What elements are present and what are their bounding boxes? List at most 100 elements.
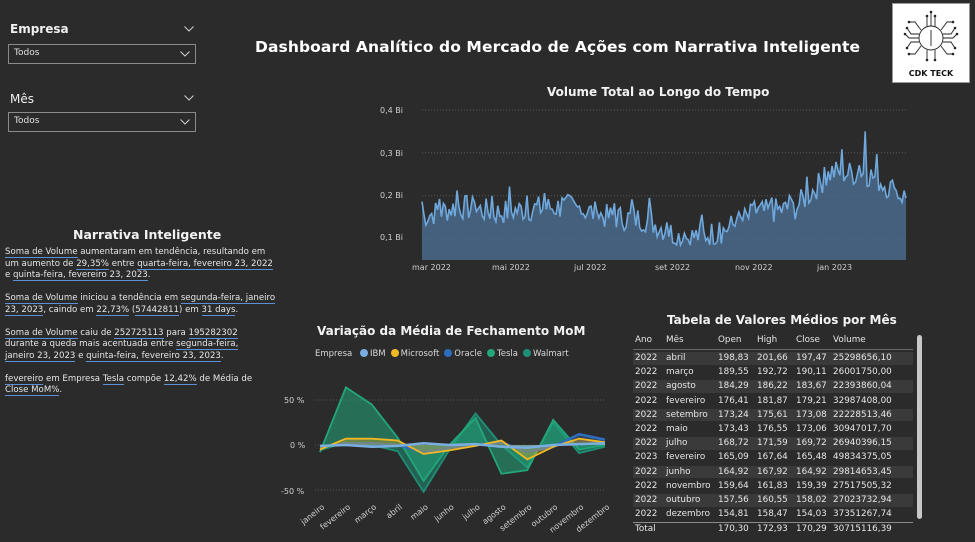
x-tick-label: julho bbox=[460, 502, 482, 522]
column-header-open[interactable]: Open bbox=[718, 335, 742, 345]
table-row[interactable]: 2022 outubro 157,56 160,55 158,02 27023732,94 bbox=[633, 494, 913, 507]
table-row[interactable]: 2022 julho 168,72 171,59 169,72 26940396,15 bbox=[633, 437, 913, 450]
legend-item-microsoft[interactable]: Microsoft bbox=[390, 349, 439, 359]
table-cell: 27517505,32 bbox=[833, 480, 892, 491]
table-cell: 30947017,70 bbox=[833, 424, 892, 434]
empresa-dropdown-value: Todos bbox=[14, 48, 40, 58]
total-close: 170,29 bbox=[796, 524, 827, 534]
volume-series-line bbox=[421, 131, 907, 248]
legend-dot-icon bbox=[486, 349, 495, 357]
legend-item-walmart[interactable]: Walmart bbox=[522, 349, 569, 359]
table-row[interactable]: 2022 fevereiro 176,41 181,87 179,21 32987408,… bbox=[633, 395, 913, 408]
legend-item-ibm[interactable]: IBM bbox=[359, 349, 386, 359]
table-cell: 2022 bbox=[635, 509, 658, 520]
table-cell: 2022 bbox=[635, 353, 658, 363]
table-cell: 2022 bbox=[635, 438, 658, 449]
column-header-high[interactable]: High bbox=[757, 335, 778, 345]
column-header-mes[interactable]: Mês bbox=[666, 335, 684, 345]
total-volume: 30715116,39 bbox=[833, 524, 892, 534]
mom-legend: Empresa IBM Microsoft Oracle Tesla Walmart bbox=[315, 349, 569, 359]
table-row[interactable]: 2023 fevereiro 165,09 167,64 165,48 49834375,… bbox=[633, 451, 913, 464]
table-row[interactable]: 2022 dezembro 154,81 158,47 154,03 37351267,7… bbox=[633, 508, 913, 521]
table-cell: 176,41 bbox=[718, 395, 749, 406]
chevron-down-icon[interactable] bbox=[184, 26, 194, 32]
column-header-volume[interactable]: Volume bbox=[833, 335, 866, 345]
empresa-filter-label: Empresa bbox=[10, 22, 69, 36]
table-cell: 29814653,45 bbox=[833, 466, 892, 477]
table-cell: 159,39 bbox=[796, 480, 827, 491]
table-cell: março bbox=[666, 367, 694, 378]
table-cell: 27023732,94 bbox=[833, 495, 892, 505]
table-row[interactable]: 2022 agosto 184,29 186,22 183,67 22393860,04 bbox=[633, 380, 913, 393]
legend-item-tesla[interactable]: Tesla bbox=[486, 349, 518, 359]
table-row[interactable]: 2022 maio 173,43 176,55 173,06 30947017,70 bbox=[633, 423, 913, 436]
table-cell: 165,48 bbox=[796, 452, 827, 463]
legend-item-oracle[interactable]: Oracle bbox=[444, 349, 482, 359]
table-row[interactable]: 2022 abril 198,83 201,66 197,47 25298656,10 bbox=[633, 352, 913, 365]
table-cell: 167,92 bbox=[757, 466, 788, 477]
circuit-head-icon bbox=[903, 10, 959, 62]
chevron-down-icon[interactable] bbox=[184, 95, 194, 101]
table-cell: 32987408,00 bbox=[833, 395, 892, 406]
scrollbar-thumb[interactable] bbox=[917, 335, 922, 519]
table-cell: 158,02 bbox=[796, 495, 827, 505]
table-cell: 183,67 bbox=[796, 381, 827, 392]
legend-label: IBM bbox=[369, 349, 386, 359]
table-cell: 25298656,10 bbox=[833, 353, 892, 363]
total-label: Total bbox=[635, 524, 656, 534]
table-row[interactable]: 2022 junho 164,92 167,92 164,92 29814653,45 bbox=[633, 465, 913, 479]
empresa-dropdown[interactable]: Todos bbox=[8, 44, 196, 64]
table-cell: 2022 bbox=[635, 395, 658, 406]
volume-area-chart[interactable]: 0,4 Bi 0,3 Bi 0,2 Bi 0,1 Bi mar 2022 mai… bbox=[375, 100, 915, 275]
table-cell: 154,03 bbox=[796, 509, 827, 520]
table-cell: 201,66 bbox=[757, 353, 788, 363]
mes-filter-label: Mês bbox=[10, 92, 34, 106]
legend-items: IBM Microsoft Oracle Tesla Walmart bbox=[355, 349, 569, 359]
table-cell: 26001750,00 bbox=[833, 367, 892, 378]
legend-dot-icon bbox=[359, 349, 368, 357]
table-cell: 49834375,05 bbox=[833, 452, 892, 463]
table-total-row: Total 170,30 172,93 170,29 30715116,39 bbox=[633, 522, 913, 535]
series-line-tesla[interactable] bbox=[319, 386, 606, 483]
legend-label: Walmart bbox=[532, 349, 569, 359]
legend-label: Oracle bbox=[454, 349, 482, 359]
series-line-ibm[interactable] bbox=[319, 441, 606, 449]
table-cell: fevereiro bbox=[666, 452, 706, 463]
table-cell: 2022 bbox=[635, 466, 658, 477]
table-cell: 173,24 bbox=[718, 409, 749, 420]
table-row[interactable]: 2022 março 189,55 192,72 190,11 26001750,00 bbox=[633, 366, 913, 379]
x-tick-label: jan 2023 bbox=[816, 263, 852, 272]
table-cell: 37351267,74 bbox=[833, 509, 892, 520]
table-cell: 164,92 bbox=[718, 466, 749, 477]
narrative-paragraph: Soma de Volume caiu de 252725113 para 19… bbox=[5, 327, 239, 362]
table-cell: outubro bbox=[666, 495, 701, 505]
table-cell: 179,21 bbox=[796, 395, 827, 406]
table-cell: 2022 bbox=[635, 480, 658, 491]
table-cell: 173,06 bbox=[796, 424, 827, 434]
table-cell: 192,72 bbox=[757, 367, 788, 378]
table-cell: 22393860,04 bbox=[833, 381, 892, 392]
monthly-averages-table[interactable]: Ano Mês Open High Close Volume 2022 abril… bbox=[633, 334, 918, 539]
mes-dropdown[interactable]: Todos bbox=[8, 112, 196, 132]
narrative-paragraph: fevereiro em Empresa Tesla compõe 12,42%… bbox=[5, 373, 253, 396]
x-tick-label: nov 2022 bbox=[735, 263, 773, 272]
y-tick-label: 0 % bbox=[290, 441, 306, 450]
table-row[interactable]: 2022 novembro 159,64 161,83 159,39 27517505,3… bbox=[633, 480, 913, 493]
chevron-down-icon bbox=[180, 51, 190, 57]
table-cell: 189,55 bbox=[718, 367, 749, 378]
table-cell: 157,56 bbox=[718, 495, 749, 505]
table-row[interactable]: 2022 setembro 173,24 175,61 173,08 22228513,4… bbox=[633, 408, 913, 422]
table-scrollbar[interactable] bbox=[916, 333, 923, 525]
column-header-ano[interactable]: Ano bbox=[635, 335, 652, 345]
table-cell: julho bbox=[666, 438, 688, 449]
y-tick-label: 0,3 Bi bbox=[380, 149, 403, 158]
table-cell: 2022 bbox=[635, 424, 658, 434]
mom-chart-title: Variação da Média de Fechamento MoM bbox=[317, 324, 586, 338]
table-cell: abril bbox=[666, 353, 686, 363]
y-tick-label: 0,4 Bi bbox=[380, 106, 403, 115]
x-tick-label: junho bbox=[432, 502, 456, 524]
chevron-down-icon bbox=[180, 119, 190, 125]
y-tick-label: -50 % bbox=[281, 487, 305, 496]
column-header-close[interactable]: Close bbox=[796, 335, 820, 345]
